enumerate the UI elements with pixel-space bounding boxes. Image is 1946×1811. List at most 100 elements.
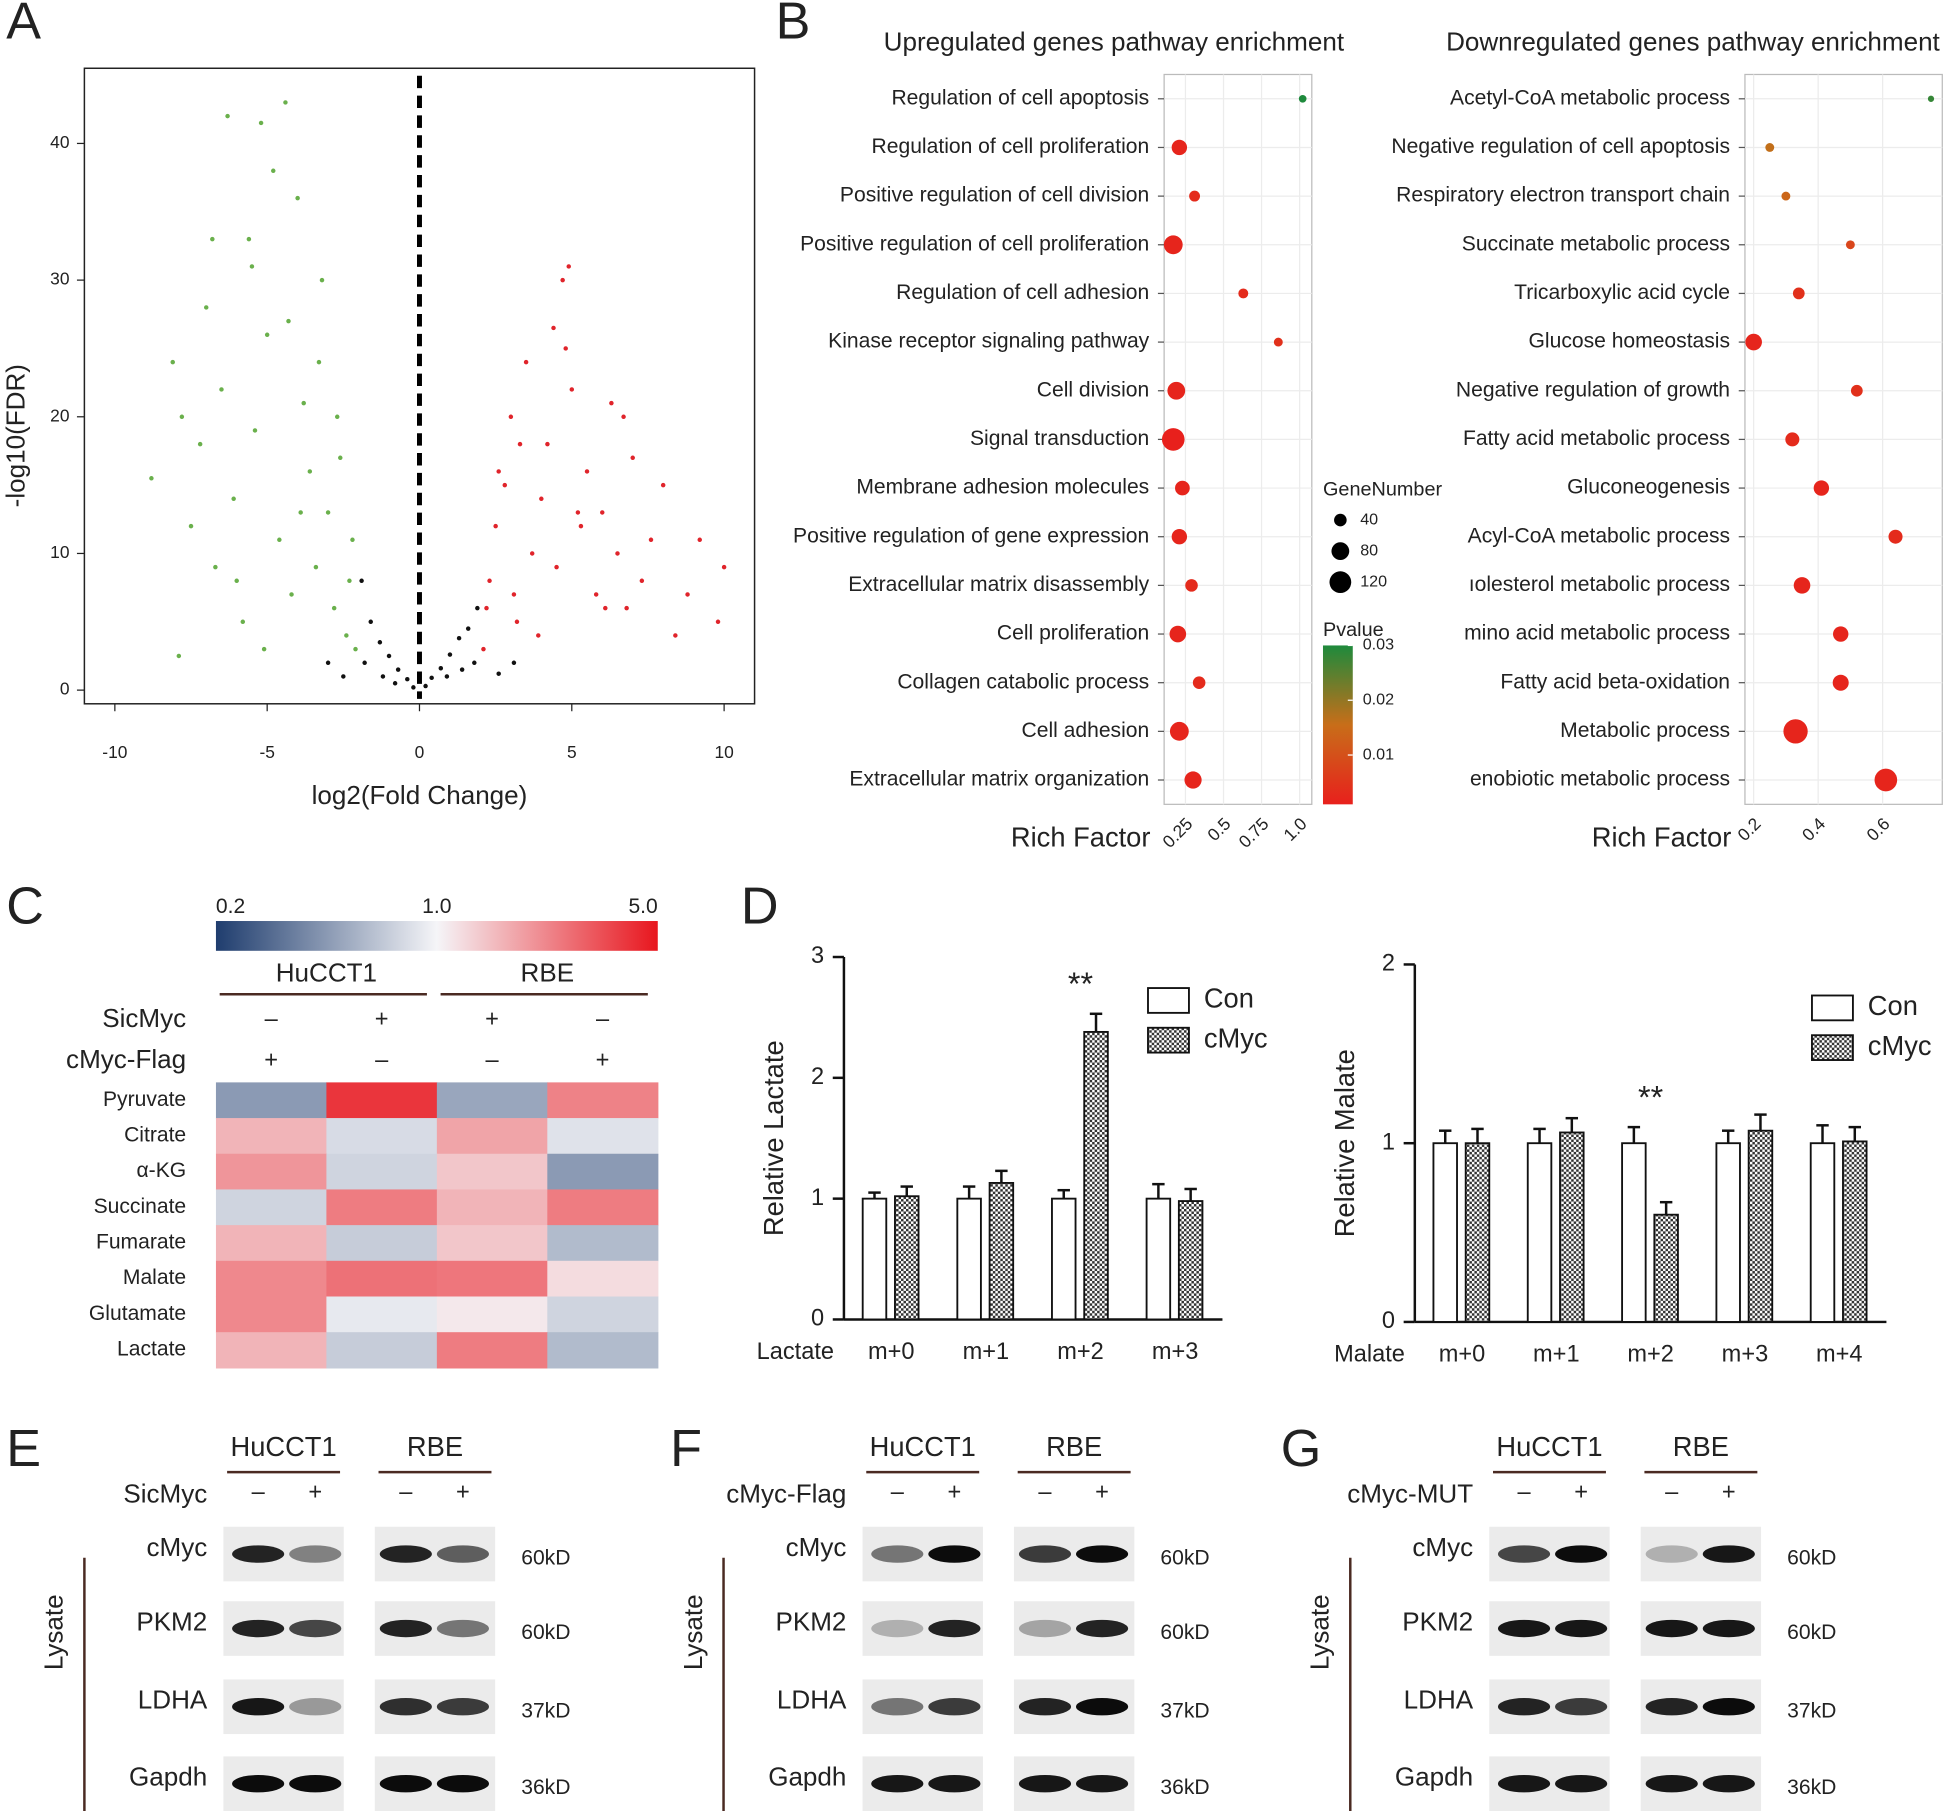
- point: [569, 387, 575, 392]
- category-label: Respiratory electron transport chain: [1396, 184, 1730, 207]
- category-label: Kinase receptor signaling pathway: [828, 330, 1149, 353]
- blot-band: [1702, 1545, 1755, 1563]
- point: [593, 592, 599, 597]
- point: [197, 441, 203, 447]
- condition-sign: –: [486, 1047, 500, 1073]
- point: [496, 671, 501, 676]
- point: [715, 619, 721, 625]
- point: [316, 359, 322, 365]
- point: [721, 564, 727, 570]
- blot-band: [232, 1619, 285, 1638]
- point: [600, 510, 605, 515]
- point: [697, 537, 702, 543]
- size-label: 60kD: [521, 1621, 570, 1644]
- legend-swatch: [1147, 1026, 1190, 1054]
- point: [554, 564, 559, 570]
- category-label: ıolesterol metabolic process: [1469, 573, 1730, 596]
- heat-cell: [326, 1260, 438, 1298]
- condition-sign: –: [596, 1006, 610, 1032]
- group-label: HuCCT1: [230, 1431, 336, 1462]
- point: [438, 666, 444, 671]
- blot-band: [436, 1619, 489, 1638]
- protein-label: LDHA: [138, 1685, 208, 1715]
- dot: [1765, 143, 1775, 152]
- category-label: Positive regulation of cell division: [840, 184, 1149, 207]
- bar: [861, 1197, 888, 1321]
- blot-band: [1018, 1775, 1072, 1793]
- blot-band: [436, 1775, 489, 1793]
- blot-band: [871, 1545, 924, 1563]
- x-tick-label: m+0: [1439, 1341, 1486, 1367]
- blot-band: [1497, 1619, 1551, 1638]
- dot: [1185, 579, 1198, 592]
- blot-band: [1018, 1619, 1072, 1638]
- row-label: α-KG: [136, 1159, 186, 1182]
- heat-cell: [547, 1332, 659, 1369]
- point: [380, 674, 386, 679]
- size-label: 37kD: [1787, 1699, 1836, 1722]
- dot: [1184, 771, 1202, 789]
- row-label: Citrate: [124, 1123, 186, 1146]
- blot-band: [1076, 1775, 1129, 1793]
- dot: [1927, 95, 1935, 102]
- condition-sign: –: [265, 1006, 279, 1032]
- point: [392, 681, 398, 686]
- bar: [1559, 1131, 1585, 1323]
- dot: [1832, 674, 1849, 691]
- dot: [1874, 768, 1898, 792]
- blot-band: [1555, 1698, 1608, 1716]
- legend-label: Con: [1204, 983, 1254, 1014]
- bar: [1177, 1200, 1204, 1321]
- legend-label: 80: [1360, 541, 1378, 559]
- protein-label: PKM2: [775, 1606, 846, 1636]
- heat-cell: [215, 1260, 328, 1298]
- x-axis-title: log2(Fold Change): [312, 780, 528, 810]
- point: [487, 578, 492, 584]
- colorbar-label: 0.2: [216, 895, 245, 918]
- point: [511, 660, 517, 666]
- condition-label: cMyc-MUT: [1347, 1479, 1473, 1509]
- heat-cell: [215, 1332, 328, 1369]
- condition-sign: –: [375, 1047, 389, 1073]
- condition-sign: –: [252, 1478, 266, 1504]
- side-label: Lysate: [39, 1594, 69, 1670]
- category-label: Cell adhesion: [1022, 719, 1150, 742]
- point: [344, 633, 349, 638]
- condition-label: SicMyc: [102, 1003, 186, 1033]
- point: [630, 455, 635, 461]
- point: [289, 592, 294, 597]
- point: [258, 120, 264, 126]
- dot: [1845, 240, 1855, 250]
- heat-cell: [436, 1260, 548, 1298]
- point: [264, 332, 270, 338]
- group-label: RBE: [407, 1431, 463, 1462]
- category-label: Negative regulation of cell apoptosis: [1391, 135, 1730, 158]
- point: [231, 496, 236, 502]
- category-label: Glucose homeostasis: [1529, 330, 1731, 353]
- category-label: Acyl-CoA metabolic process: [1468, 524, 1730, 547]
- annotation: **: [1068, 966, 1094, 1002]
- category-label: Fatty acid beta-oxidation: [1500, 670, 1730, 693]
- y-tick-label: 1: [1382, 1128, 1395, 1154]
- blot-band: [379, 1545, 432, 1563]
- x-tick-label: m+3: [1722, 1341, 1769, 1367]
- dot: [1781, 191, 1791, 201]
- protein-label: cMyc: [146, 1532, 207, 1562]
- bar: [988, 1182, 1015, 1321]
- point: [660, 482, 666, 488]
- dot: [1189, 190, 1201, 202]
- point: [475, 605, 480, 611]
- point: [566, 264, 571, 269]
- blot-band: [1555, 1775, 1608, 1793]
- heat-cell: [547, 1225, 659, 1262]
- condition-sign: +: [1095, 1478, 1109, 1504]
- heat-cell: [326, 1225, 438, 1262]
- condition-sign: +: [308, 1478, 322, 1504]
- point: [210, 236, 215, 242]
- heat-cell: [326, 1153, 438, 1191]
- point: [386, 653, 392, 659]
- condition-sign: +: [485, 1006, 499, 1032]
- condition-sign: –: [399, 1478, 413, 1504]
- blot-band: [232, 1545, 285, 1563]
